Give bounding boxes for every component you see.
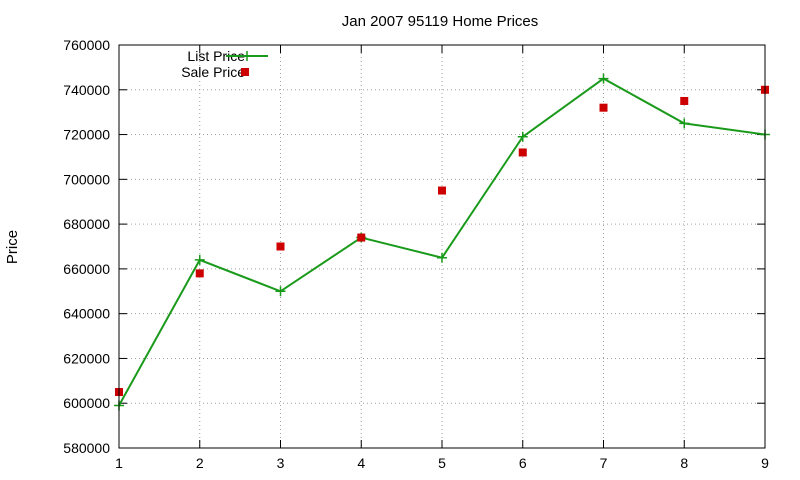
sale-price-point	[195, 269, 204, 278]
y-tick-label: 620000	[63, 350, 110, 366]
sale-price-point	[357, 233, 366, 242]
x-tick-label: 1	[115, 455, 123, 471]
sale-price-point	[680, 96, 689, 105]
y-axis-ticks: 580000 600000 620000 640000 660000 680000 7000…	[63, 37, 765, 456]
sale-price-point	[276, 242, 285, 251]
y-axis-label: Price	[4, 230, 21, 264]
list-price-line	[118, 77, 766, 406]
chart-title: Jan 2007 95119 Home Prices	[342, 13, 539, 30]
x-tick-label: 5	[438, 455, 446, 471]
list-price-point	[194, 254, 205, 265]
y-tick-label: 680000	[63, 216, 110, 232]
x-tick-label: 6	[519, 455, 527, 471]
legend-label: Sale Price	[181, 64, 245, 80]
list-price-point	[598, 73, 609, 84]
grid	[119, 45, 765, 448]
x-tick-label: 3	[277, 455, 285, 471]
y-tick-label: 760000	[63, 37, 110, 53]
y-tick-label: 720000	[63, 127, 110, 143]
list-price-point	[437, 252, 447, 263]
sale-price-point	[438, 186, 446, 195]
legend-plus-marker	[242, 51, 252, 61]
x-tick-label: 8	[680, 455, 688, 471]
plot-frame	[118, 44, 766, 449]
y-tick-label: 600000	[63, 395, 110, 411]
list-price-point	[517, 131, 528, 142]
y-tick-label: 740000	[63, 82, 110, 98]
x-tick-label: 9	[761, 455, 769, 471]
x-tick-label: 4	[357, 455, 365, 471]
x-tick-label: 7	[600, 455, 608, 471]
series-list-price	[114, 73, 770, 411]
list-price-point	[275, 286, 286, 297]
sale-price-point	[518, 148, 527, 157]
y-tick-label: 640000	[63, 306, 110, 322]
series-layer	[114, 73, 770, 411]
list-price-point	[679, 118, 690, 129]
x-tick-label: 2	[196, 455, 204, 471]
legend-square-marker	[241, 68, 249, 76]
legend-label: List Price	[187, 48, 245, 64]
sale-price-point	[599, 103, 608, 112]
y-tick-label: 700000	[63, 171, 110, 187]
y-tick-label: 660000	[63, 261, 110, 277]
y-tick-label: 580000	[63, 440, 110, 456]
